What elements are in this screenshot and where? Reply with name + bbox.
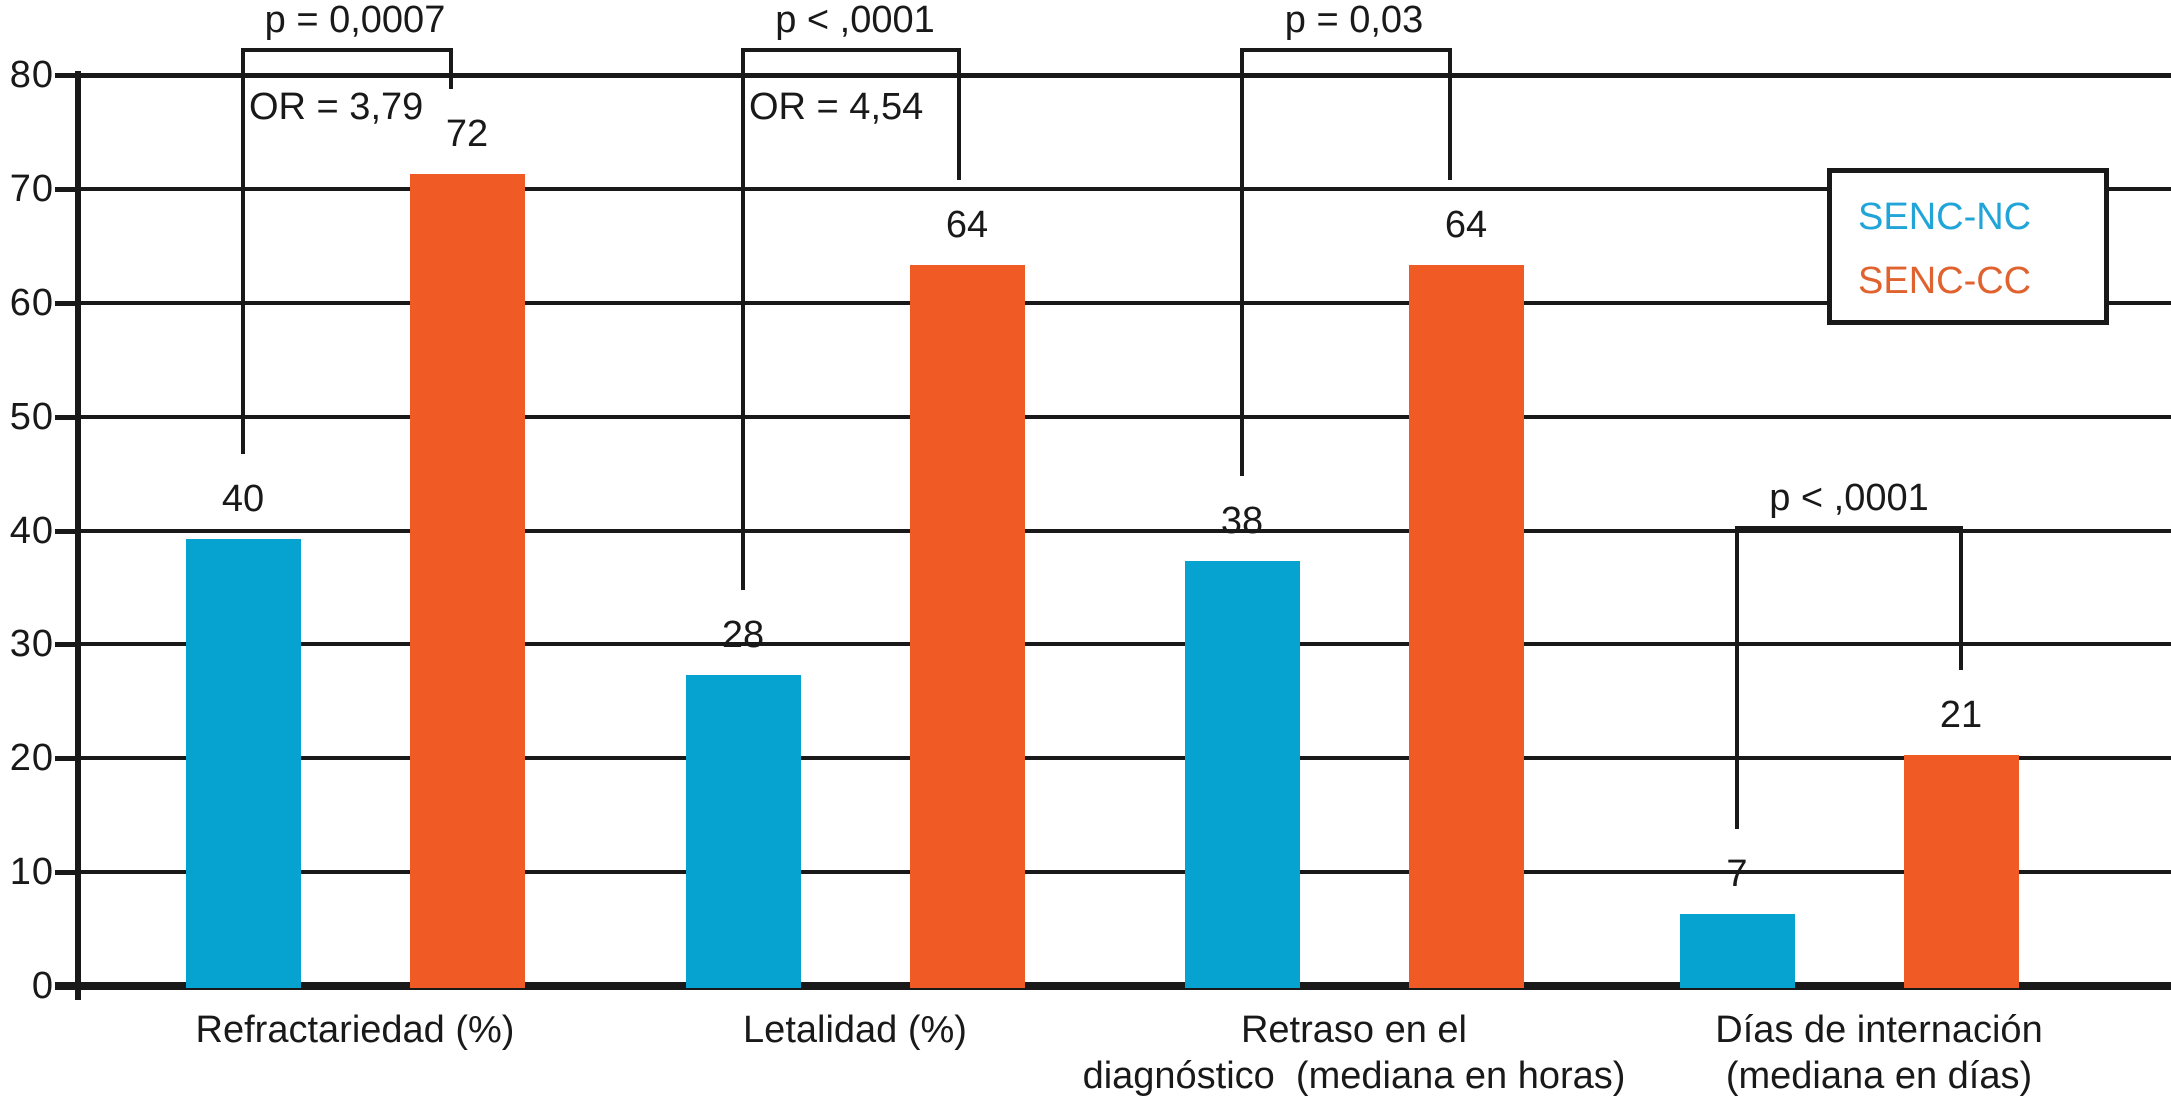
y-tick-label: 0 — [31, 965, 54, 1007]
y-axis-line — [75, 71, 81, 1000]
y-tick-label: 40 — [9, 509, 54, 552]
significance-bracket-left-leg — [1735, 526, 1739, 830]
y-axis-tick — [55, 756, 78, 762]
significance-bracket-right-leg — [449, 48, 453, 90]
x-axis-line — [55, 982, 2171, 990]
y-tick-label: 50 — [9, 395, 54, 438]
y-axis-tick — [55, 642, 78, 648]
bar-senc-nc — [1679, 914, 1795, 988]
category-label: diagnóstico (mediana en horas) — [1082, 1055, 1626, 1097]
bar-value-label: 64 — [1444, 204, 1488, 247]
bar-value-label: 38 — [1220, 500, 1264, 543]
category-label: Retraso en el — [1240, 1009, 1467, 1051]
gridline — [78, 870, 2171, 875]
bar-senc-cc — [1903, 754, 2019, 988]
gridline — [78, 300, 2171, 305]
y-tick-label: 60 — [9, 281, 54, 324]
significance-bracket — [241, 48, 453, 52]
significance-bracket-right-leg — [957, 48, 961, 181]
significance-bracket-right-leg — [1448, 48, 1452, 181]
significance-bracket — [741, 48, 961, 52]
legend-item-senc-cc: SENC-CC — [1858, 260, 2032, 302]
bar-senc-cc — [409, 174, 525, 988]
significance-bracket — [1735, 526, 1963, 530]
bar-value-label: 28 — [721, 614, 765, 657]
p-value-label: p < ,0001 — [775, 0, 935, 41]
category-label: Letalidad (%) — [743, 1009, 967, 1051]
legend-box: SENC-NC SENC-CC — [1827, 168, 2109, 325]
y-tick-label: 80 — [9, 54, 54, 96]
category-label: Refractariedad (%) — [195, 1009, 515, 1051]
gridline — [78, 186, 2171, 191]
significance-bracket-left-leg — [241, 48, 245, 454]
bar-senc-cc — [909, 265, 1025, 988]
y-tick-label: 20 — [9, 737, 54, 780]
bar-senc-nc — [685, 675, 801, 988]
gridline — [78, 414, 2171, 419]
y-axis-tick — [55, 186, 78, 192]
category-label: Días de internación — [1715, 1009, 2043, 1051]
gridline — [78, 528, 2171, 533]
odds-ratio-label: OR = 3,79 — [249, 86, 424, 128]
y-axis-tick — [55, 73, 78, 78]
p-value-label: p = 0,0007 — [264, 0, 446, 41]
legend-item-senc-nc: SENC-NC — [1858, 196, 2032, 238]
y-axis-tick — [55, 528, 78, 534]
bar-value-label: 40 — [221, 477, 265, 520]
p-value-label: p < ,0001 — [1769, 477, 1929, 519]
odds-ratio-label: OR = 4,54 — [749, 86, 924, 128]
significance-bracket-right-leg — [1959, 526, 1963, 670]
bar-senc-nc — [1184, 561, 1300, 988]
gridline — [78, 73, 2171, 78]
bar-senc-cc — [1408, 265, 1524, 988]
significance-bracket-left-leg — [741, 48, 745, 591]
y-tick-label: 30 — [9, 623, 54, 666]
bar-value-label: 7 — [1726, 853, 1748, 896]
bar-senc-nc — [185, 538, 301, 988]
bar-value-label: 64 — [945, 204, 989, 247]
gridline — [78, 642, 2171, 647]
significance-bracket — [1240, 48, 1452, 52]
bar-value-label: 72 — [445, 113, 489, 156]
significance-bracket-left-leg — [1240, 48, 1244, 477]
bar-value-label: 21 — [1939, 693, 1983, 736]
y-tick-label: 70 — [9, 167, 54, 210]
gridline — [78, 756, 2171, 761]
y-tick-label: 10 — [9, 851, 54, 894]
y-axis-tick — [55, 300, 78, 306]
y-axis-tick — [55, 870, 78, 876]
category-label: (mediana en días) — [1725, 1055, 2033, 1097]
y-axis-tick — [55, 414, 78, 420]
p-value-label: p = 0,03 — [1284, 0, 1424, 41]
